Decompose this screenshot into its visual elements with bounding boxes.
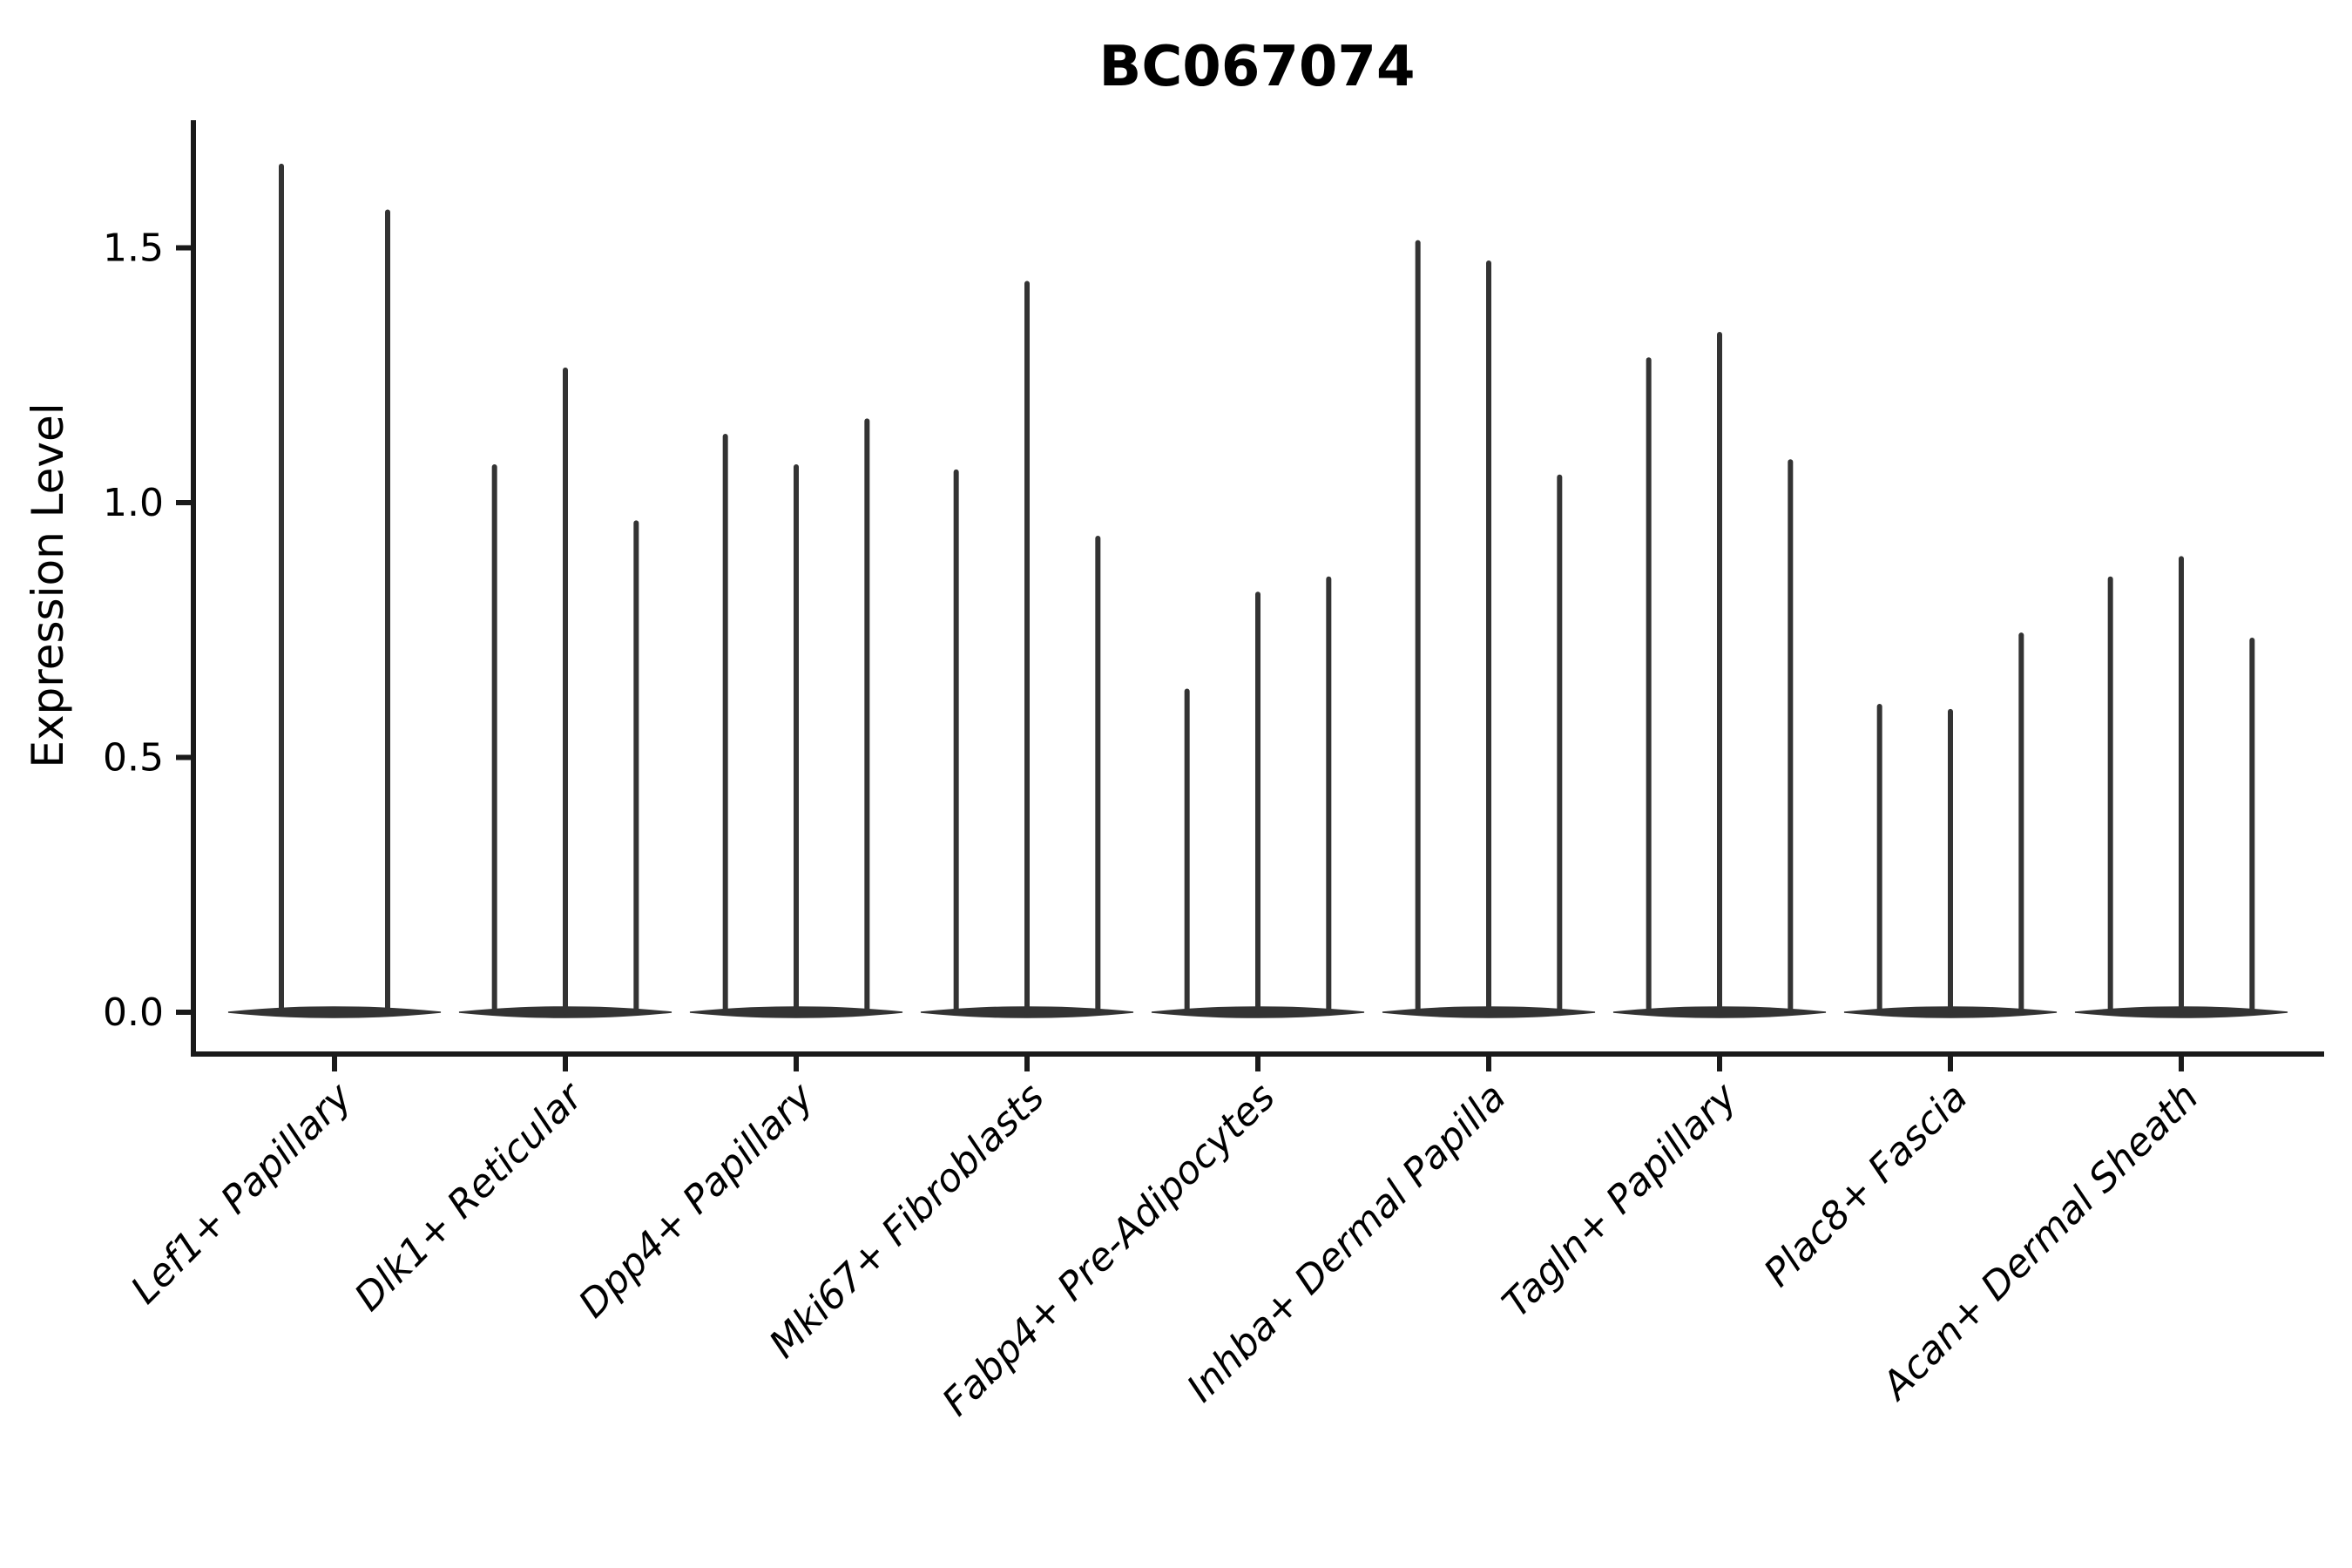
violin-group (2074, 556, 2288, 1018)
violins (227, 163, 2288, 1018)
violin-group (1612, 331, 1827, 1018)
x-tick-label: Plac8+ Fascia (1755, 1075, 1976, 1295)
violin-group (1843, 632, 2058, 1018)
x-tick-label: Dlk1+ Reticular (346, 1073, 592, 1320)
violin-group (1151, 576, 1365, 1018)
violin-group (1382, 240, 1596, 1018)
x-tick-label: Tagln+ Papillary (1494, 1074, 1746, 1326)
axes (191, 120, 2324, 1057)
violin-group (227, 163, 442, 1018)
y-tick-label: 1.0 (103, 481, 164, 525)
chart-title: BC067074 (1099, 35, 1416, 99)
y-axis-ticks: 0.0 0.5 1.0 1.5 (103, 226, 193, 1035)
x-tick-label: Dpp4+ Papillary (571, 1074, 823, 1327)
y-tick-label: 0.0 (103, 990, 164, 1035)
violin-group (689, 418, 903, 1018)
x-tick-label: Lef1+ Papillary (123, 1074, 362, 1313)
violin-base (227, 1006, 442, 1018)
violin-group (920, 280, 1134, 1018)
axis-spines (191, 120, 2324, 1057)
y-tick-label: 1.5 (103, 226, 164, 271)
violin-group (458, 367, 672, 1018)
y-axis-label: Expression Level (23, 402, 73, 767)
y-tick-label: 0.5 (103, 736, 164, 781)
